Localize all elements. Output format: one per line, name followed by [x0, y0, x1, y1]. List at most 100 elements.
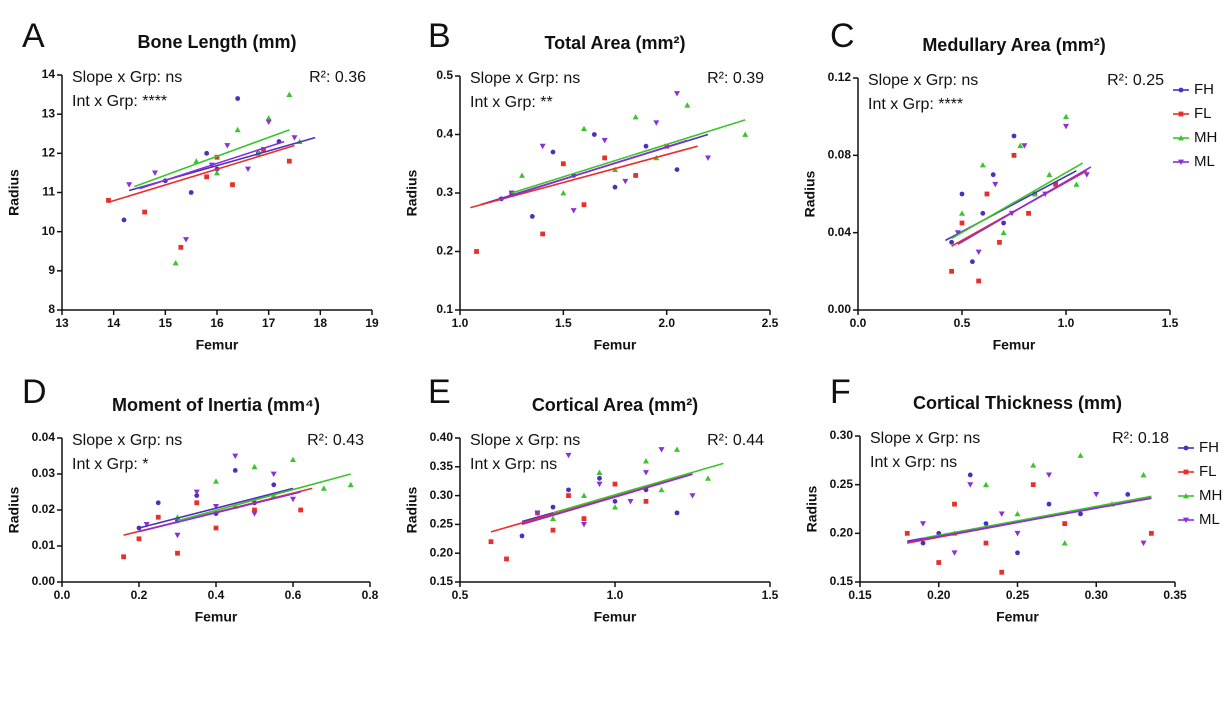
y-tick-label: 0.00 [32, 574, 56, 588]
point [193, 158, 200, 164]
x-tick-label: 13 [55, 316, 69, 330]
point [1015, 550, 1020, 556]
point [612, 184, 618, 190]
x-tick-label: 1.5 [1162, 316, 1179, 330]
point [265, 115, 272, 121]
fit-line [134, 129, 290, 188]
fit-line [501, 139, 688, 200]
point [705, 475, 711, 481]
point [1001, 220, 1006, 226]
point [126, 182, 133, 188]
point [251, 463, 258, 470]
y-tick-label: 0.30 [830, 428, 854, 442]
point [1014, 510, 1021, 517]
point [519, 172, 525, 178]
point [539, 143, 546, 150]
x-axis-label: Femur [594, 609, 637, 625]
x-axis-label: Femur [996, 609, 1039, 625]
y-tick-label: 0.20 [430, 545, 454, 559]
point [674, 91, 680, 97]
point [1148, 530, 1154, 536]
point [224, 143, 231, 149]
annotation: Int x Grp: **** [868, 96, 963, 113]
y-tick-label: 0.5 [436, 68, 453, 82]
point [1021, 143, 1028, 149]
y-tick-label: 8 [48, 302, 55, 316]
x-tick-label: 0.0 [850, 316, 867, 330]
fit-line [108, 144, 295, 204]
point [653, 120, 660, 126]
point [232, 453, 239, 459]
panel-title: Total Area (mm²) [544, 33, 685, 53]
x-tick-label: 1.0 [1058, 316, 1075, 330]
point [581, 202, 587, 208]
point [194, 500, 200, 506]
x-axis-label: Femur [993, 337, 1036, 353]
legend-marker [1178, 159, 1184, 165]
fit-line [957, 166, 1092, 245]
x-axis-label: Femur [195, 609, 238, 625]
annotation: Int x Grp: ** [470, 94, 553, 111]
fit-line [138, 491, 301, 533]
point [106, 197, 111, 203]
x-tick-label: 0.2 [131, 588, 148, 602]
y-tick-label: 0.12 [828, 70, 852, 84]
legend-label: FL [1194, 105, 1212, 122]
point [540, 231, 546, 237]
point [234, 126, 241, 133]
panel-letter: C [830, 17, 855, 55]
point [627, 498, 634, 505]
point [1062, 521, 1068, 526]
point [251, 511, 258, 517]
point [596, 469, 603, 475]
point [213, 504, 219, 510]
x-tick-label: 1.5 [555, 316, 572, 330]
annotation: R²: 0.18 [1112, 430, 1169, 447]
y-axis-label: Radius [404, 169, 420, 216]
point [560, 161, 566, 167]
y-tick-label: 0.2 [436, 244, 453, 258]
point [214, 169, 220, 176]
point [920, 540, 926, 546]
point [936, 560, 942, 565]
point [214, 154, 220, 160]
point [270, 471, 277, 477]
point [658, 486, 665, 493]
point [674, 446, 680, 452]
annotation: Int x Grp: ns [470, 456, 557, 473]
point [1011, 133, 1017, 139]
y-tick-label: 0.04 [32, 430, 56, 444]
point [1140, 471, 1147, 478]
point [230, 182, 235, 188]
point [1030, 462, 1037, 468]
point [581, 125, 587, 132]
point [602, 155, 608, 161]
point [1063, 113, 1069, 120]
point [1078, 511, 1083, 517]
point [143, 522, 150, 528]
panel: D Moment of Inertia (mm⁴) 0.0 0.2 0.4 0.6 0.8 0… [6, 373, 379, 625]
point [601, 137, 608, 144]
y-tick-label: 0.4 [436, 127, 453, 141]
point [213, 478, 219, 484]
legend-marker [1183, 493, 1189, 499]
point [984, 191, 990, 197]
fit-line [922, 495, 1152, 539]
point [949, 268, 954, 274]
point [998, 511, 1005, 517]
point [1014, 530, 1021, 537]
point [175, 550, 180, 556]
panel: C Medullary Area (mm²) 0.0 0.5 1.0 1.5 0.00 0.0… [802, 17, 1218, 353]
point [992, 181, 999, 188]
x-tick-label: 1.5 [762, 588, 779, 602]
annotation: Slope x Grp: ns [870, 430, 980, 447]
point [983, 521, 989, 526]
x-tick-label: 0.8 [362, 588, 379, 602]
x-tick-label: 0.6 [285, 588, 302, 602]
point [550, 149, 556, 155]
point [1077, 452, 1084, 458]
legend-marker [1183, 517, 1189, 523]
panel-title: Bone Length (mm) [138, 32, 297, 52]
fit-line [951, 162, 1084, 240]
